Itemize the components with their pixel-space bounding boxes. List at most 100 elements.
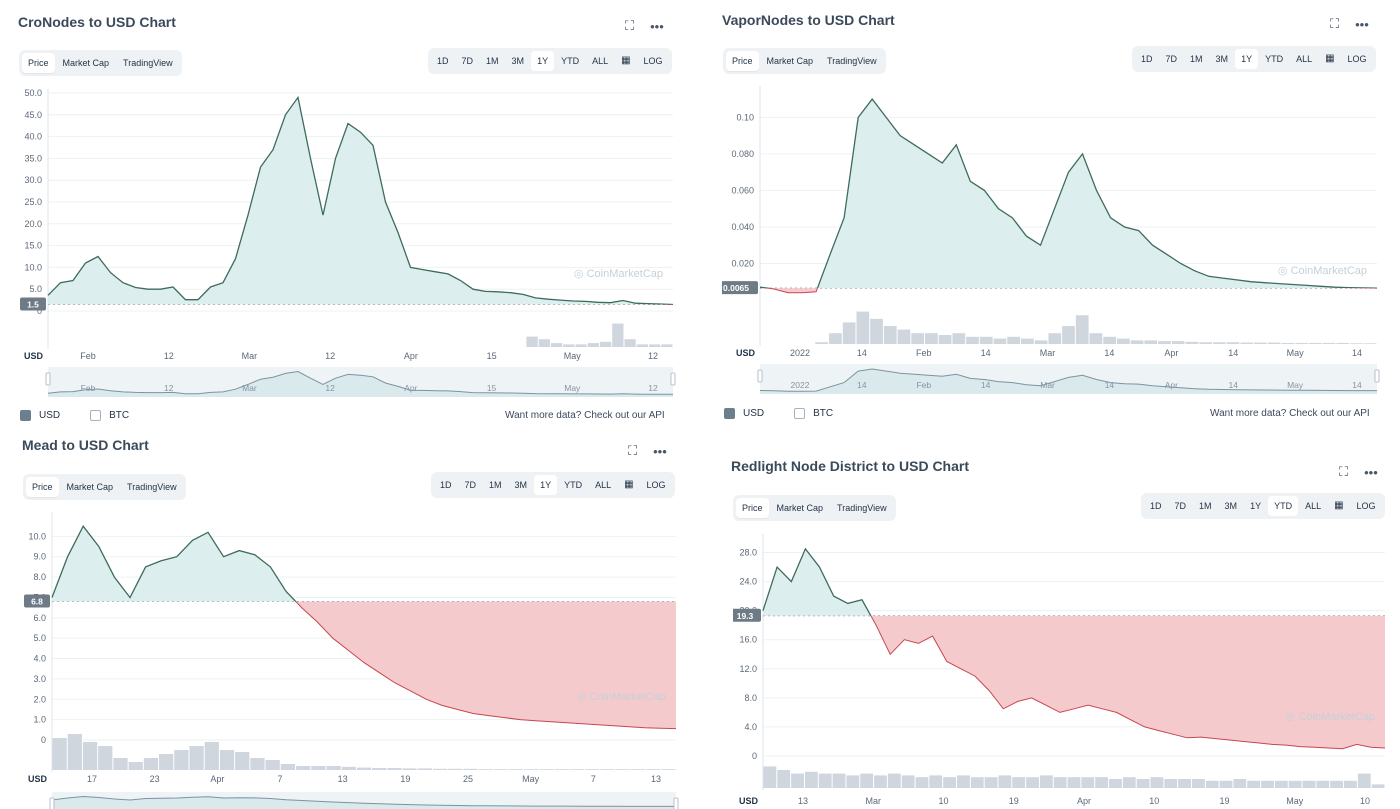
log-toggle[interactable]: LOG bbox=[1347, 54, 1367, 64]
range-1m[interactable]: 1M bbox=[489, 480, 502, 490]
volume-bar bbox=[356, 767, 372, 770]
btc-checkbox[interactable] bbox=[794, 408, 806, 419]
volume-bar bbox=[883, 326, 897, 344]
navigator-tick-label: 12 bbox=[325, 383, 335, 393]
range-1d[interactable]: 1D bbox=[1150, 501, 1162, 511]
volume-bar bbox=[1136, 779, 1150, 788]
range-1d[interactable]: 1D bbox=[440, 480, 452, 490]
current-price-label: 0.0065 bbox=[723, 283, 749, 293]
range-1m[interactable]: 1M bbox=[486, 56, 499, 66]
range-1y[interactable]: 1Y bbox=[1250, 501, 1262, 511]
more-icon[interactable]: ••• bbox=[1355, 16, 1369, 32]
series-area-up bbox=[760, 99, 1377, 289]
calendar-icon[interactable]: ▦ bbox=[621, 55, 631, 66]
volume-bar bbox=[235, 752, 250, 770]
volume-bar bbox=[463, 768, 478, 770]
x-tick-label: 10 bbox=[938, 796, 948, 806]
range-3m[interactable]: 3M bbox=[511, 56, 525, 66]
x-tick-label: May bbox=[564, 351, 582, 361]
range-all[interactable]: ALL bbox=[1305, 501, 1322, 511]
calendar-icon[interactable]: ▦ bbox=[1334, 500, 1344, 511]
volume-bar bbox=[1062, 326, 1075, 344]
volume-bar bbox=[387, 768, 402, 770]
range-ytd[interactable]: YTD bbox=[1268, 496, 1299, 516]
y-tick-label: 5.0 bbox=[29, 284, 42, 294]
calendar-icon[interactable]: ▦ bbox=[1325, 53, 1335, 64]
range-ytd[interactable]: YTD bbox=[561, 56, 580, 66]
api-link[interactable]: Want more data? Check out our API bbox=[505, 410, 665, 421]
range-all[interactable]: ALL bbox=[1296, 54, 1313, 64]
range-3m[interactable]: 3M bbox=[1215, 54, 1229, 64]
range-all[interactable]: ALL bbox=[595, 480, 612, 490]
y-tick-label: 0.020 bbox=[731, 258, 754, 268]
range-ytd[interactable]: YTD bbox=[564, 480, 583, 490]
log-toggle[interactable]: LOG bbox=[1356, 501, 1376, 511]
range-3m[interactable]: 3M bbox=[514, 480, 528, 490]
log-toggle[interactable]: LOG bbox=[643, 56, 663, 66]
x-tick-label: 2022 bbox=[790, 348, 810, 358]
volume-bar bbox=[1116, 338, 1130, 344]
range-selector: 1D 7D 1M 3M 1Y YTD ALL ▦ LOG bbox=[431, 472, 675, 498]
range-7d[interactable]: 7D bbox=[1174, 501, 1187, 511]
expand-icon[interactable]: ⛶ bbox=[1330, 16, 1340, 31]
range-7d[interactable]: 7D bbox=[461, 56, 474, 66]
price-option[interactable]: Price bbox=[22, 53, 55, 73]
market-cap-option[interactable]: Market Cap bbox=[66, 482, 114, 492]
y-tick-label: 15.0 bbox=[24, 241, 42, 251]
navigator-handle-left bbox=[49, 797, 55, 809]
price-option[interactable]: Price bbox=[26, 477, 59, 497]
y-tick-label: 20.0 bbox=[24, 219, 42, 229]
market-cap-option[interactable]: Market Cap bbox=[776, 503, 824, 513]
tradingview-option[interactable]: TradingView bbox=[837, 503, 887, 513]
more-icon[interactable]: ••• bbox=[653, 443, 667, 459]
range-1y[interactable]: 1Y bbox=[534, 475, 558, 495]
calendar-icon[interactable]: ▦ bbox=[624, 479, 634, 490]
range-1d[interactable]: 1D bbox=[437, 56, 449, 66]
tradingview-option[interactable]: TradingView bbox=[827, 56, 877, 66]
usd-checkbox[interactable] bbox=[724, 408, 735, 419]
api-link[interactable]: Want more data? Check out our API bbox=[1210, 408, 1370, 419]
y-tick-label: 0 bbox=[41, 735, 46, 745]
price-option[interactable]: Price bbox=[726, 51, 759, 71]
range-1m[interactable]: 1M bbox=[1199, 501, 1212, 511]
watermark: ◎ CoinMarketCap bbox=[1278, 265, 1367, 277]
more-icon[interactable]: ••• bbox=[650, 18, 664, 34]
market-cap-option[interactable]: Market Cap bbox=[766, 56, 814, 66]
volume-bar bbox=[250, 758, 265, 770]
market-cap-option[interactable]: Market Cap bbox=[62, 58, 110, 68]
price-option[interactable]: Price bbox=[736, 498, 769, 518]
range-1m[interactable]: 1M bbox=[1190, 54, 1203, 64]
log-toggle[interactable]: LOG bbox=[646, 480, 666, 490]
volume-bar bbox=[585, 769, 600, 770]
volume-bar bbox=[1130, 340, 1144, 344]
volume-bar bbox=[539, 769, 554, 770]
volume-bar bbox=[1308, 342, 1322, 344]
expand-icon[interactable]: ⛶ bbox=[628, 443, 638, 458]
expand-icon[interactable]: ⛶ bbox=[625, 18, 635, 33]
range-ytd[interactable]: YTD bbox=[1265, 54, 1284, 64]
tradingview-option[interactable]: TradingView bbox=[127, 482, 177, 492]
range-3m[interactable]: 3M bbox=[1224, 501, 1238, 511]
volume-bar bbox=[1288, 780, 1302, 788]
volume-bar bbox=[630, 769, 646, 770]
volume-bar bbox=[1316, 780, 1330, 788]
volume-bar bbox=[67, 734, 82, 770]
range-7d[interactable]: 7D bbox=[464, 480, 477, 490]
range-1d[interactable]: 1D bbox=[1141, 54, 1153, 64]
btc-checkbox[interactable] bbox=[90, 410, 102, 421]
volume-bar bbox=[587, 343, 599, 347]
usd-checkbox[interactable] bbox=[20, 410, 31, 421]
tradingview-option[interactable]: TradingView bbox=[123, 58, 173, 68]
range-all[interactable]: ALL bbox=[592, 56, 609, 66]
navigator-handle-right bbox=[673, 797, 679, 809]
range-7d[interactable]: 7D bbox=[1165, 54, 1178, 64]
volume-bar bbox=[1095, 777, 1109, 788]
range-1y[interactable]: 1Y bbox=[531, 51, 555, 71]
range-1y[interactable]: 1Y bbox=[1235, 49, 1259, 69]
expand-icon[interactable]: ⛶ bbox=[1339, 464, 1349, 479]
chart-svg: 10.09.08.07.06.05.04.03.02.01.006.8◎ Coi… bbox=[24, 512, 679, 809]
volume-bar bbox=[777, 770, 791, 788]
volume-bar bbox=[448, 768, 463, 770]
volume-bar bbox=[1171, 341, 1185, 344]
more-icon[interactable]: ••• bbox=[1364, 464, 1378, 480]
